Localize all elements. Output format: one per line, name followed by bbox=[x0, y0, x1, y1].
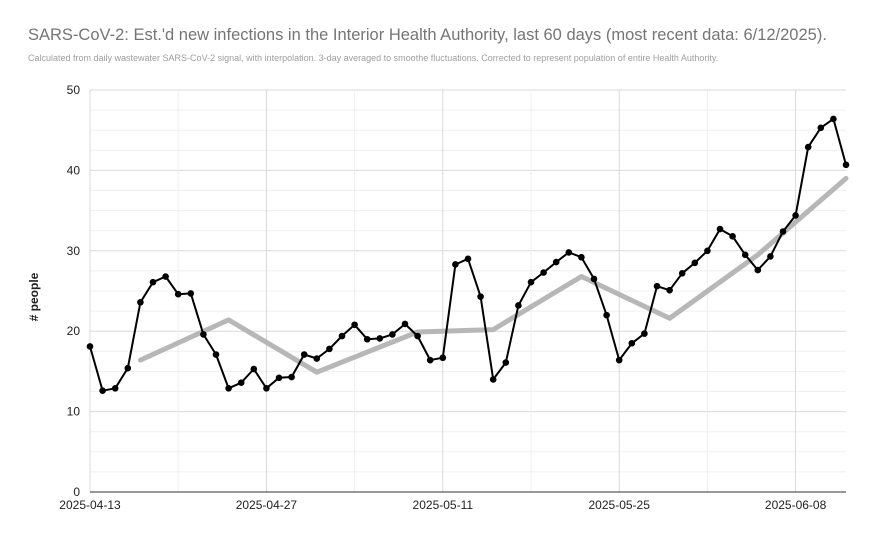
x-tick-label: 2025-05-25 bbox=[589, 498, 651, 512]
y-tick-label: 10 bbox=[67, 405, 81, 419]
data-point bbox=[641, 330, 648, 337]
data-point bbox=[842, 161, 850, 169]
trend-series-line bbox=[137, 175, 849, 375]
data-point bbox=[439, 354, 447, 362]
data-point bbox=[578, 253, 585, 261]
data-point bbox=[263, 384, 270, 392]
y-axis-label: # people bbox=[27, 272, 41, 321]
data-point bbox=[187, 290, 195, 297]
data-point bbox=[502, 359, 510, 366]
data-point bbox=[565, 249, 573, 256]
y-tick-label: 50 bbox=[67, 83, 81, 97]
data-point bbox=[111, 384, 119, 392]
data-point bbox=[363, 335, 371, 343]
data-point bbox=[489, 376, 497, 383]
chart-title: SARS-CoV-2: Est.'d new infections in the… bbox=[28, 26, 827, 44]
data-point bbox=[741, 251, 749, 259]
data-point bbox=[162, 273, 169, 280]
data-point bbox=[250, 365, 258, 373]
data-point bbox=[376, 335, 384, 342]
data-point bbox=[401, 320, 409, 328]
data-point bbox=[691, 259, 699, 267]
x-tick-label: 2025-06-08 bbox=[765, 498, 827, 512]
data-point bbox=[414, 332, 421, 340]
data-point bbox=[225, 384, 232, 392]
data-point bbox=[653, 282, 661, 290]
chart-subtitle: Calculated from daily wastewater SARS-Co… bbox=[28, 53, 719, 63]
x-tick-label: 2025-05-11 bbox=[413, 498, 474, 512]
data-point bbox=[716, 225, 724, 233]
data-point bbox=[590, 275, 598, 283]
data-point bbox=[338, 332, 346, 340]
data-point bbox=[779, 228, 787, 235]
data-point bbox=[464, 255, 472, 263]
data-point bbox=[603, 311, 610, 319]
data-point bbox=[477, 293, 484, 300]
data-point bbox=[137, 298, 144, 306]
data-point bbox=[615, 356, 623, 364]
data-point bbox=[149, 278, 157, 286]
data-point bbox=[830, 115, 837, 123]
data-point bbox=[552, 258, 560, 266]
y-tick-label: 20 bbox=[67, 324, 81, 338]
data-point bbox=[99, 387, 106, 394]
data-point bbox=[326, 345, 333, 353]
data-point bbox=[817, 124, 825, 132]
data-point bbox=[300, 351, 308, 358]
daily-series-line bbox=[89, 117, 847, 392]
data-point bbox=[515, 302, 522, 309]
data-point bbox=[351, 321, 358, 329]
data-point bbox=[124, 364, 132, 372]
x-tick-label: 2025-04-13 bbox=[59, 498, 121, 512]
data-point bbox=[288, 373, 295, 381]
data-point bbox=[729, 233, 736, 240]
data-point bbox=[804, 143, 812, 151]
data-point bbox=[792, 212, 799, 219]
data-point bbox=[86, 343, 94, 350]
data-point bbox=[174, 290, 182, 298]
y-tick-label: 0 bbox=[73, 485, 80, 499]
data-point bbox=[666, 286, 673, 294]
y-tick-label: 30 bbox=[67, 244, 81, 258]
data-point bbox=[754, 266, 762, 274]
data-point bbox=[275, 374, 283, 382]
data-point bbox=[767, 253, 774, 260]
y-tick-label: 40 bbox=[67, 163, 81, 177]
data-point bbox=[540, 269, 547, 276]
data-point bbox=[628, 339, 636, 347]
data-point bbox=[426, 356, 434, 364]
data-point bbox=[313, 355, 321, 362]
data-point bbox=[389, 331, 396, 338]
data-point bbox=[237, 379, 245, 386]
data-point bbox=[527, 278, 535, 286]
data-point bbox=[452, 261, 459, 268]
data-point bbox=[704, 247, 711, 255]
data-point bbox=[212, 351, 220, 358]
x-tick-label: 2025-04-27 bbox=[236, 498, 298, 512]
data-point bbox=[200, 331, 207, 338]
data-point bbox=[678, 270, 686, 277]
